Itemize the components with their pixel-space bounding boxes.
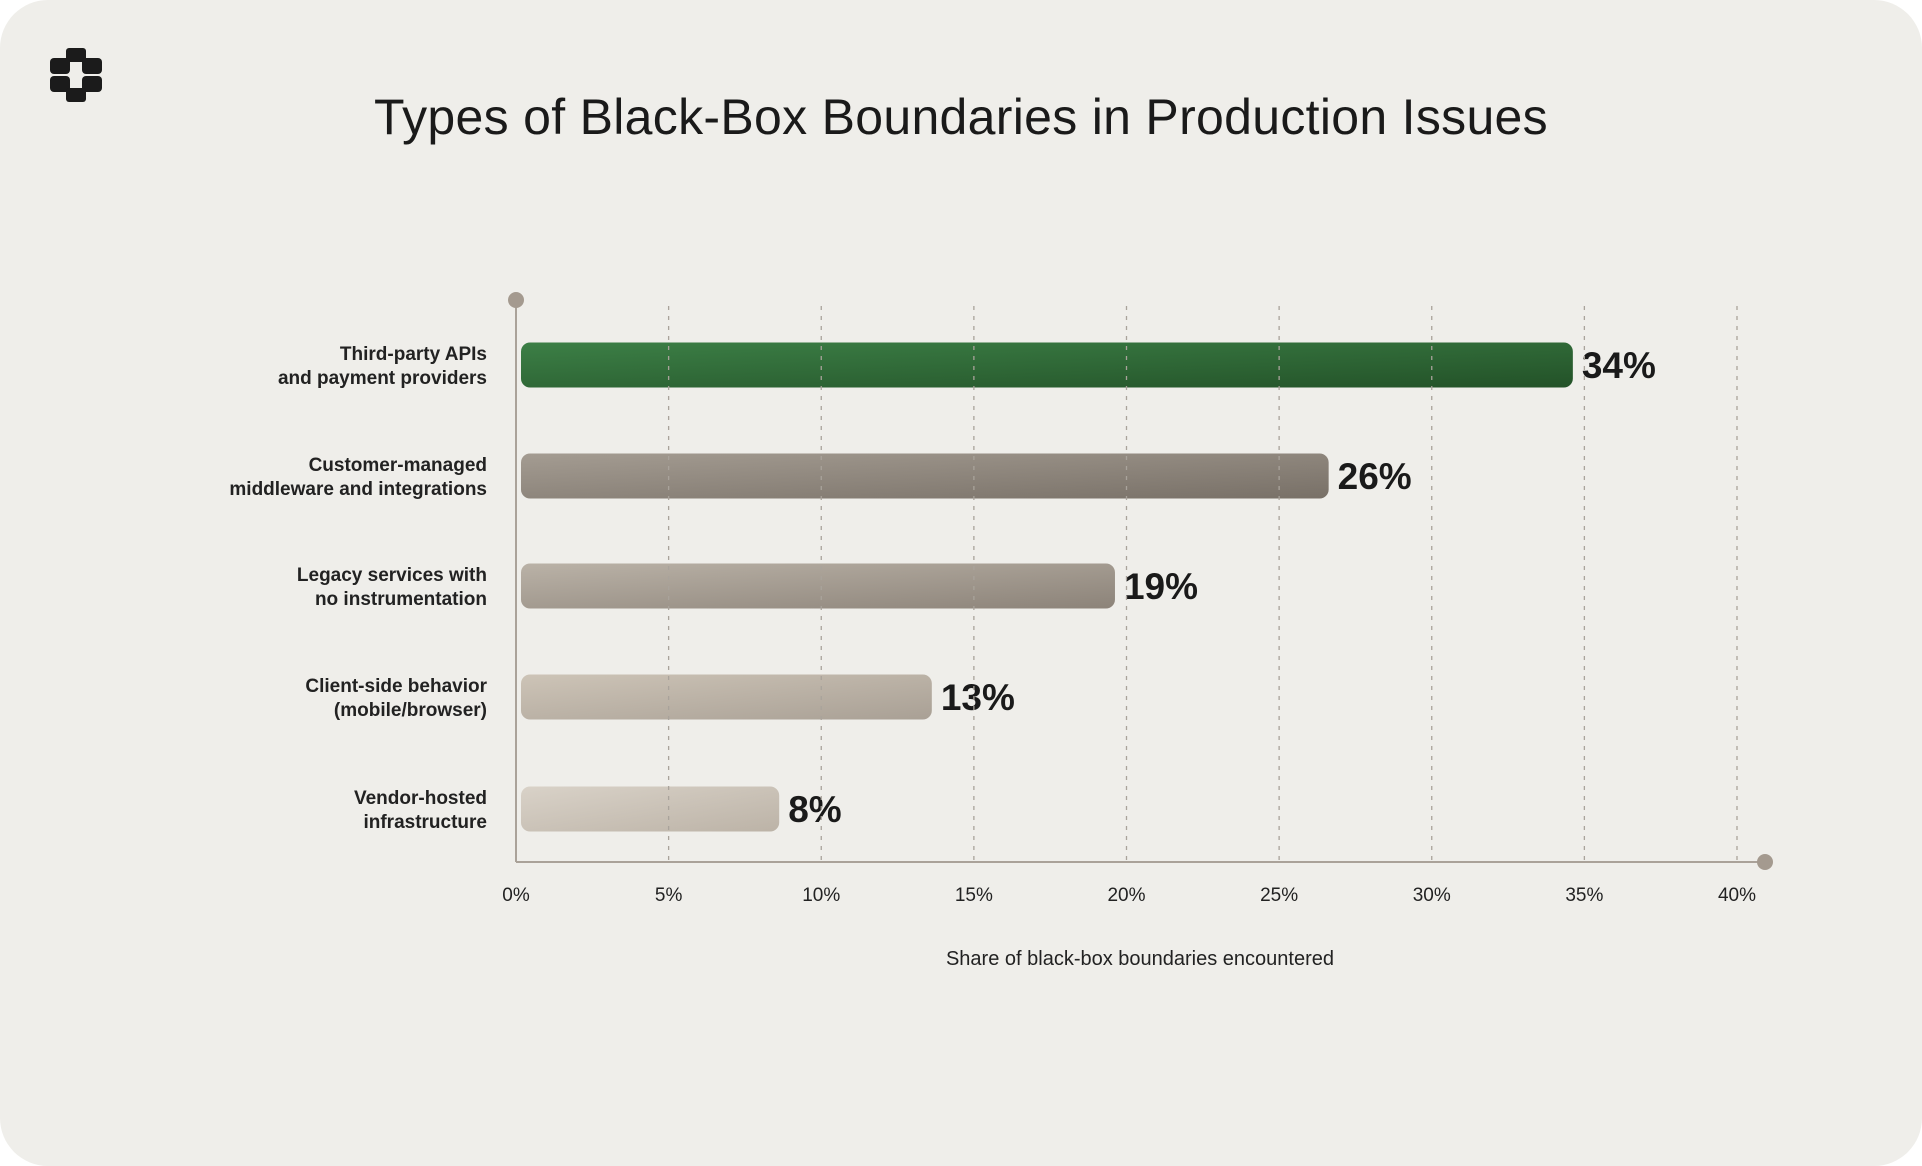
value-label: 13% <box>941 677 1015 718</box>
value-label: 34% <box>1582 345 1656 386</box>
value-label: 26% <box>1338 456 1412 497</box>
x-tick-label: 5% <box>655 885 683 906</box>
bar <box>521 342 1573 388</box>
bar <box>521 453 1329 499</box>
bar <box>521 563 1115 609</box>
bar <box>521 786 780 832</box>
category-label: and payment providers <box>278 368 487 389</box>
x-tick-label: 10% <box>802 885 840 906</box>
chart-title: Types of Black-Box Boundaries in Product… <box>374 89 1548 145</box>
category-label: Vendor-hosted <box>354 788 487 809</box>
category-label: no instrumentation <box>315 589 487 610</box>
x-axis-label: Share of black-box boundaries encountere… <box>946 948 1334 970</box>
axis-end-dot <box>1757 854 1773 870</box>
value-label: 8% <box>788 789 841 830</box>
x-tick-label: 15% <box>955 885 993 906</box>
x-tick-label: 25% <box>1260 885 1298 906</box>
category-label: Legacy services with <box>297 565 487 586</box>
x-tick-label: 20% <box>1107 885 1145 906</box>
x-tick-label: 30% <box>1413 885 1451 906</box>
x-tick-label: 0% <box>502 885 530 906</box>
category-label: infrastructure <box>363 812 487 833</box>
category-label: Third-party APIs <box>340 344 487 365</box>
category-label: middleware and integrations <box>229 479 487 500</box>
axis-end-dot <box>508 292 524 308</box>
value-label: 19% <box>1124 566 1198 607</box>
logo-icon <box>50 48 102 102</box>
bar <box>521 674 932 720</box>
category-label: Customer-managed <box>309 455 487 476</box>
category-label: (mobile/browser) <box>334 700 487 721</box>
category-label: Client-side behavior <box>305 676 487 697</box>
x-tick-label: 40% <box>1718 885 1756 906</box>
x-tick-label: 35% <box>1565 885 1603 906</box>
